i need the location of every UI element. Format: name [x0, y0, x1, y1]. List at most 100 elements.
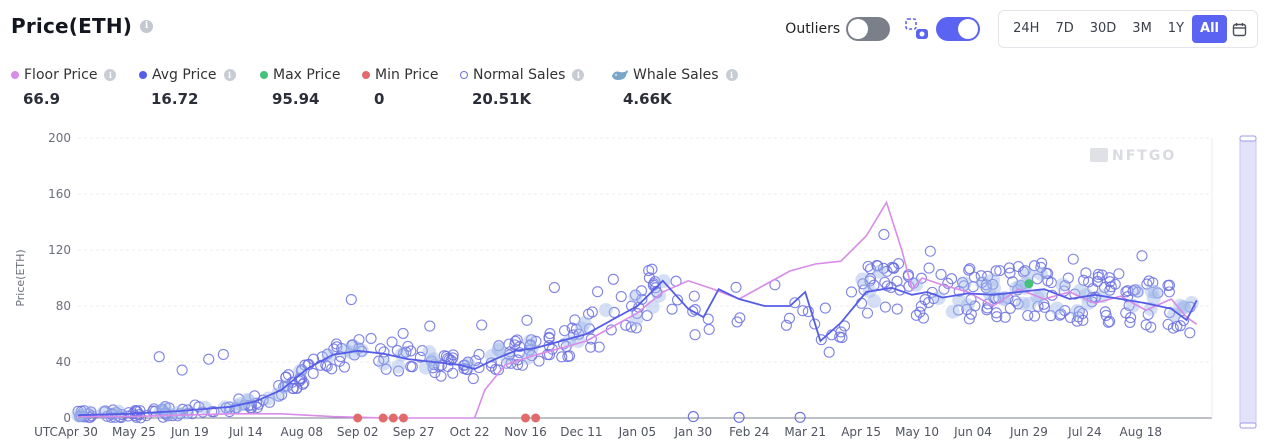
sale-point: [607, 273, 619, 285]
sale-point: [334, 355, 346, 367]
legend-normal-sales[interactable]: Normal Sales i 20.51K: [460, 66, 611, 108]
sale-point: [148, 403, 160, 415]
whale-filter-toggle[interactable]: [936, 17, 981, 41]
legend-whale-sales[interactable]: Whale Sales i 4.66K: [611, 66, 751, 108]
legend-value: 0: [374, 90, 385, 108]
page-title: Price(ETH): [11, 14, 133, 38]
sale-point: [1004, 267, 1016, 279]
info-icon[interactable]: i: [725, 69, 738, 81]
min-price-point: [388, 413, 398, 423]
sale-point: [990, 265, 1002, 277]
min-price-marker-icon: [362, 71, 370, 79]
legend-label: Whale Sales: [633, 67, 719, 83]
sale-point: [924, 245, 936, 257]
normal-sales-marker-icon: [460, 71, 468, 79]
sale-point: [994, 265, 1006, 277]
sale-point: [902, 269, 914, 281]
sale-point: [1092, 271, 1104, 283]
sale-point: [964, 263, 976, 275]
sale-point: [525, 334, 537, 346]
x-tick-label: Oct 22: [450, 425, 490, 439]
sale-point: [915, 272, 928, 284]
outliers-label: Outliers: [785, 21, 841, 37]
sale-point: [857, 278, 869, 290]
y-tick-label: 200: [48, 131, 71, 145]
zoom-slider: [1239, 135, 1257, 429]
max-price-marker-icon: [260, 71, 268, 79]
sale-point: [345, 294, 357, 306]
chart-controls: Outliers 24H 7D 30D 3M 1Y All: [785, 10, 1258, 48]
range-30d[interactable]: 30D: [1089, 21, 1117, 36]
x-tick-label: Aug 18: [1120, 425, 1163, 439]
whale-sale-point: [345, 345, 360, 360]
whale-sale-point: [1030, 290, 1045, 305]
sale-point: [1120, 286, 1132, 298]
sale-point: [414, 351, 426, 363]
sale-point: [392, 365, 405, 377]
info-icon[interactable]: i: [140, 19, 154, 33]
sale-point: [1113, 268, 1125, 280]
range-7d[interactable]: 7D: [1055, 21, 1074, 36]
avg-price-marker-icon: [139, 71, 147, 79]
sale-point: [794, 411, 806, 423]
sale-point: [1102, 316, 1114, 328]
sale-point: [1036, 257, 1048, 269]
range-1y[interactable]: 1Y: [1167, 21, 1185, 36]
sale-point: [877, 262, 890, 274]
info-icon[interactable]: i: [223, 69, 236, 81]
legend-avg-price[interactable]: Avg Price i 16.72: [139, 66, 260, 108]
sale-point: [981, 304, 993, 316]
legend-floor-price[interactable]: Floor Price i 66.9: [11, 66, 139, 108]
range-24h[interactable]: 24H: [1013, 21, 1040, 36]
whale-sale-point: [1147, 285, 1162, 300]
sale-point: [938, 283, 950, 295]
sale-point: [1141, 278, 1153, 290]
sale-point: [203, 353, 215, 365]
sale-point: [542, 349, 554, 361]
sale-point: [182, 407, 194, 419]
sale-point: [666, 303, 678, 315]
sale-point: [543, 332, 555, 344]
sale-point: [892, 258, 905, 270]
whale-sale-point: [422, 345, 437, 360]
whale-sale-point: [522, 334, 537, 349]
outliers-toggle[interactable]: [846, 17, 891, 41]
sale-point: [400, 346, 412, 358]
sale-point: [1136, 250, 1148, 262]
range-all[interactable]: All: [1192, 15, 1227, 43]
legend-min-price[interactable]: Min Price 0: [362, 66, 460, 108]
whale-sale-point: [1070, 304, 1085, 319]
sale-point: [505, 357, 517, 369]
sale-point: [1009, 295, 1021, 307]
range-3m[interactable]: 3M: [1132, 21, 1152, 36]
info-icon[interactable]: i: [572, 69, 585, 81]
whale-sale-point: [598, 302, 613, 317]
whale-sale-point: [945, 304, 960, 319]
legend-max-price[interactable]: Max Price 95.94: [260, 66, 362, 108]
sale-point: [470, 354, 482, 367]
whale-sale-point: [1176, 300, 1191, 315]
sale-point: [935, 268, 947, 280]
whale-sale-point: [96, 405, 111, 420]
price-chart[interactable]: 0 40 80 120 160 200 Price(ETH) UTC Apr 30 May 25 J…: [0, 120, 1268, 445]
whale-sale-point: [491, 342, 506, 357]
whale-sale-point: [577, 316, 592, 331]
sale-point: [397, 327, 409, 339]
chart-header: Price(ETH) i: [11, 14, 154, 38]
whale-sale-point: [1130, 283, 1145, 298]
whale-sale-point: [1173, 298, 1188, 313]
sale-point: [856, 297, 868, 309]
sale-point: [585, 333, 597, 345]
x-tick-label: Apr 15: [841, 425, 881, 439]
sale-point: [511, 334, 523, 346]
sale-point: [380, 363, 392, 375]
sale-point: [206, 406, 218, 418]
x-tick-label: Sep 02: [337, 425, 379, 439]
info-icon[interactable]: i: [104, 69, 117, 81]
y-tick-label: 160: [48, 187, 71, 201]
calendar-icon[interactable]: [1227, 15, 1251, 43]
sale-point: [544, 327, 556, 340]
x-tick-label: Mar 21: [784, 425, 826, 439]
zoom-slider-track: [1239, 139, 1257, 427]
sale-point: [592, 286, 604, 298]
